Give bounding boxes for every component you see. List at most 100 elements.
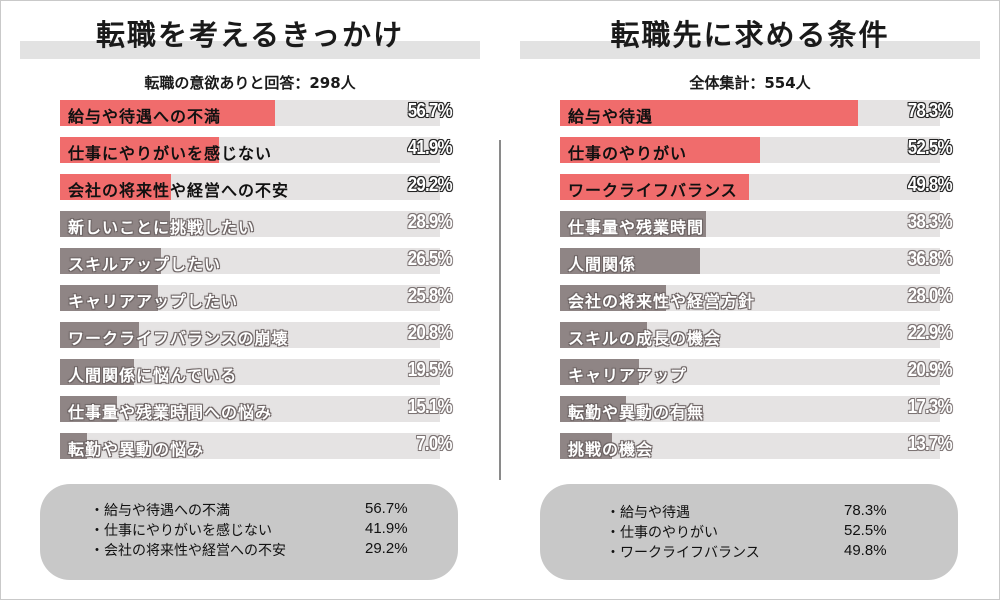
- bar-category-label: 給与や待遇: [568, 107, 654, 126]
- summary-value: 41.9%: [365, 520, 408, 537]
- bar-category-label: 新しいことに挑戦したい: [68, 218, 256, 237]
- bar-row: 給与や待遇への不満 56.7%: [60, 100, 480, 126]
- bar-row: キャリアアップ 20.9%: [560, 359, 980, 385]
- bar: [560, 396, 626, 422]
- bar-row: 仕事にやりがいを感じない 41.9%: [60, 137, 480, 163]
- summary-item: ・給与や待遇への不満: [90, 503, 230, 519]
- bar-value-label: 28.9%: [408, 211, 453, 233]
- bar-category-label: スキルの成長の機会: [568, 329, 722, 348]
- left-summary-box: ・給与や待遇への不満 56.7% ・仕事にやりがいを感じない 41.9% ・会社…: [40, 484, 458, 580]
- bar-row: キャリアアップしたい 25.8%: [60, 285, 480, 311]
- bar-category-label: 仕事量や残業時間への悩み: [68, 403, 273, 422]
- bar-value-label: 52.5%: [908, 137, 953, 159]
- bar-value-label: 7.0%: [416, 433, 453, 455]
- bar-track: [560, 433, 940, 459]
- left-subtitle: 転職の意欲ありと回答：298人: [144, 74, 356, 92]
- summary-item: ・ワークライフバランス: [606, 545, 760, 561]
- bar-row: スキルの成長の機会 22.9%: [560, 322, 980, 348]
- bar-value-label: 78.3%: [908, 100, 953, 122]
- bar-row: スキルアップしたい 26.5%: [60, 248, 480, 274]
- bar: [560, 433, 613, 459]
- right-panel: 転職先に求める条件 全体集計：554人 給与や待遇 78.3% 仕事のやりがい 52.…: [520, 0, 980, 600]
- bar-row: 挑戦の機会 13.7%: [560, 433, 980, 459]
- bar-value-label: 38.3%: [908, 211, 953, 233]
- summary-value: 56.7%: [365, 500, 408, 517]
- bar-value-label: 19.5%: [408, 359, 453, 381]
- bar: [60, 248, 161, 274]
- bar-value-label: 49.8%: [908, 174, 953, 196]
- bar-value-label: 20.9%: [908, 359, 953, 381]
- bar-category-label: 人間関係に悩んでいる: [68, 366, 238, 385]
- bar-value-label: 56.7%: [408, 100, 453, 122]
- bar-value-label: 29.2%: [408, 174, 453, 196]
- summary-value: 49.8%: [844, 542, 887, 559]
- bar-value-label: 41.9%: [408, 137, 453, 159]
- left-title: 転職を考えるきっかけ: [96, 18, 404, 52]
- bar-category-label: キャリアアップ: [568, 366, 688, 385]
- summary-item: ・会社の将来性や経営への不安: [90, 543, 286, 559]
- bar: [60, 359, 135, 385]
- bar-category-label: 給与や待遇への不満: [68, 107, 222, 126]
- bar: [560, 322, 648, 348]
- bar-row: 仕事量や残業時間 38.3%: [560, 211, 980, 237]
- bar-row: 人間関係 36.8%: [560, 248, 980, 274]
- summary-item: ・給与や待遇: [606, 505, 690, 521]
- bar-row: 人間関係に悩んでいる 19.5%: [60, 359, 480, 385]
- bar: [60, 285, 159, 311]
- summary-value: 52.5%: [844, 522, 887, 539]
- bar: [60, 322, 140, 348]
- bar-category-label: 仕事量や残業時間: [568, 218, 705, 237]
- bar-value-label: 13.7%: [908, 433, 953, 455]
- bar: [60, 396, 118, 422]
- bar-row: 給与や待遇 78.3%: [560, 100, 980, 126]
- bar-value-label: 22.9%: [908, 322, 953, 344]
- summary-item: ・仕事のやりがい: [606, 525, 718, 541]
- title-band: [20, 41, 480, 59]
- bar-row: ワークライフバランス 49.8%: [560, 174, 980, 200]
- bar-category-label: ワークライフバランス: [568, 181, 738, 200]
- bar-value-label: 28.0%: [908, 285, 953, 307]
- summary-item: ・仕事にやりがいを感じない: [90, 523, 272, 539]
- right-summary-box: ・給与や待遇 78.3% ・仕事のやりがい 52.5% ・ワークライフバランス …: [540, 484, 958, 580]
- bar-row: 転勤や異動の有無 17.3%: [560, 396, 980, 422]
- bar-category-label: キャリアアップしたい: [68, 292, 239, 311]
- bar-category-label: スキルアップしたい: [68, 255, 222, 274]
- bar-track: [60, 396, 440, 422]
- bar: [560, 100, 858, 126]
- bar: [60, 211, 170, 237]
- bar-category-label: 仕事のやりがい: [568, 144, 688, 163]
- bar: [560, 211, 706, 237]
- bar-row: 仕事量や残業時間への悩み 15.1%: [60, 396, 480, 422]
- bar-row: 会社の将来性や経営への不安 29.2%: [60, 174, 480, 200]
- bar-category-label: ワークライフバランスの崩壊: [68, 329, 289, 348]
- right-subtitle: 全体集計：554人: [689, 74, 811, 92]
- bar: [560, 285, 667, 311]
- bar-value-label: 26.5%: [408, 248, 453, 270]
- bar-row: 転勤や異動の悩み 7.0%: [60, 433, 480, 459]
- bar: [560, 174, 750, 200]
- bar-track: [60, 433, 440, 459]
- bar-category-label: 仕事にやりがいを感じない: [68, 144, 273, 163]
- summary-value: 78.3%: [844, 502, 887, 519]
- bar-category-label: 挑戦の機会: [568, 440, 654, 459]
- bar-category-label: 転勤や異動の有無: [568, 403, 705, 422]
- bar-category-label: 人間関係: [568, 255, 637, 274]
- bar: [60, 433, 87, 459]
- bar-value-label: 36.8%: [908, 248, 953, 270]
- bar: [560, 359, 640, 385]
- bar-row: 会社の将来性や経営方針 28.0%: [560, 285, 980, 311]
- left-panel: 転職を考えるきっかけ 転職の意欲ありと回答：298人 給与や待遇への不満 56.7…: [20, 0, 480, 600]
- bar: [60, 100, 276, 126]
- bar-value-label: 25.8%: [408, 285, 453, 307]
- bar: [60, 137, 220, 163]
- bar-row: 仕事のやりがい 52.5%: [560, 137, 980, 163]
- bar-value-label: 15.1%: [408, 396, 453, 418]
- summary-value: 29.2%: [365, 540, 408, 557]
- bar-row: ワークライフバランスの崩壊 20.8%: [60, 322, 480, 348]
- bar: [560, 137, 760, 163]
- bar: [60, 174, 171, 200]
- bar-category-label: 転勤や異動の悩み: [68, 440, 205, 459]
- bar-category-label: 会社の将来性や経営への不安: [68, 181, 290, 200]
- bar-value-label: 20.8%: [408, 322, 453, 344]
- bar: [560, 248, 700, 274]
